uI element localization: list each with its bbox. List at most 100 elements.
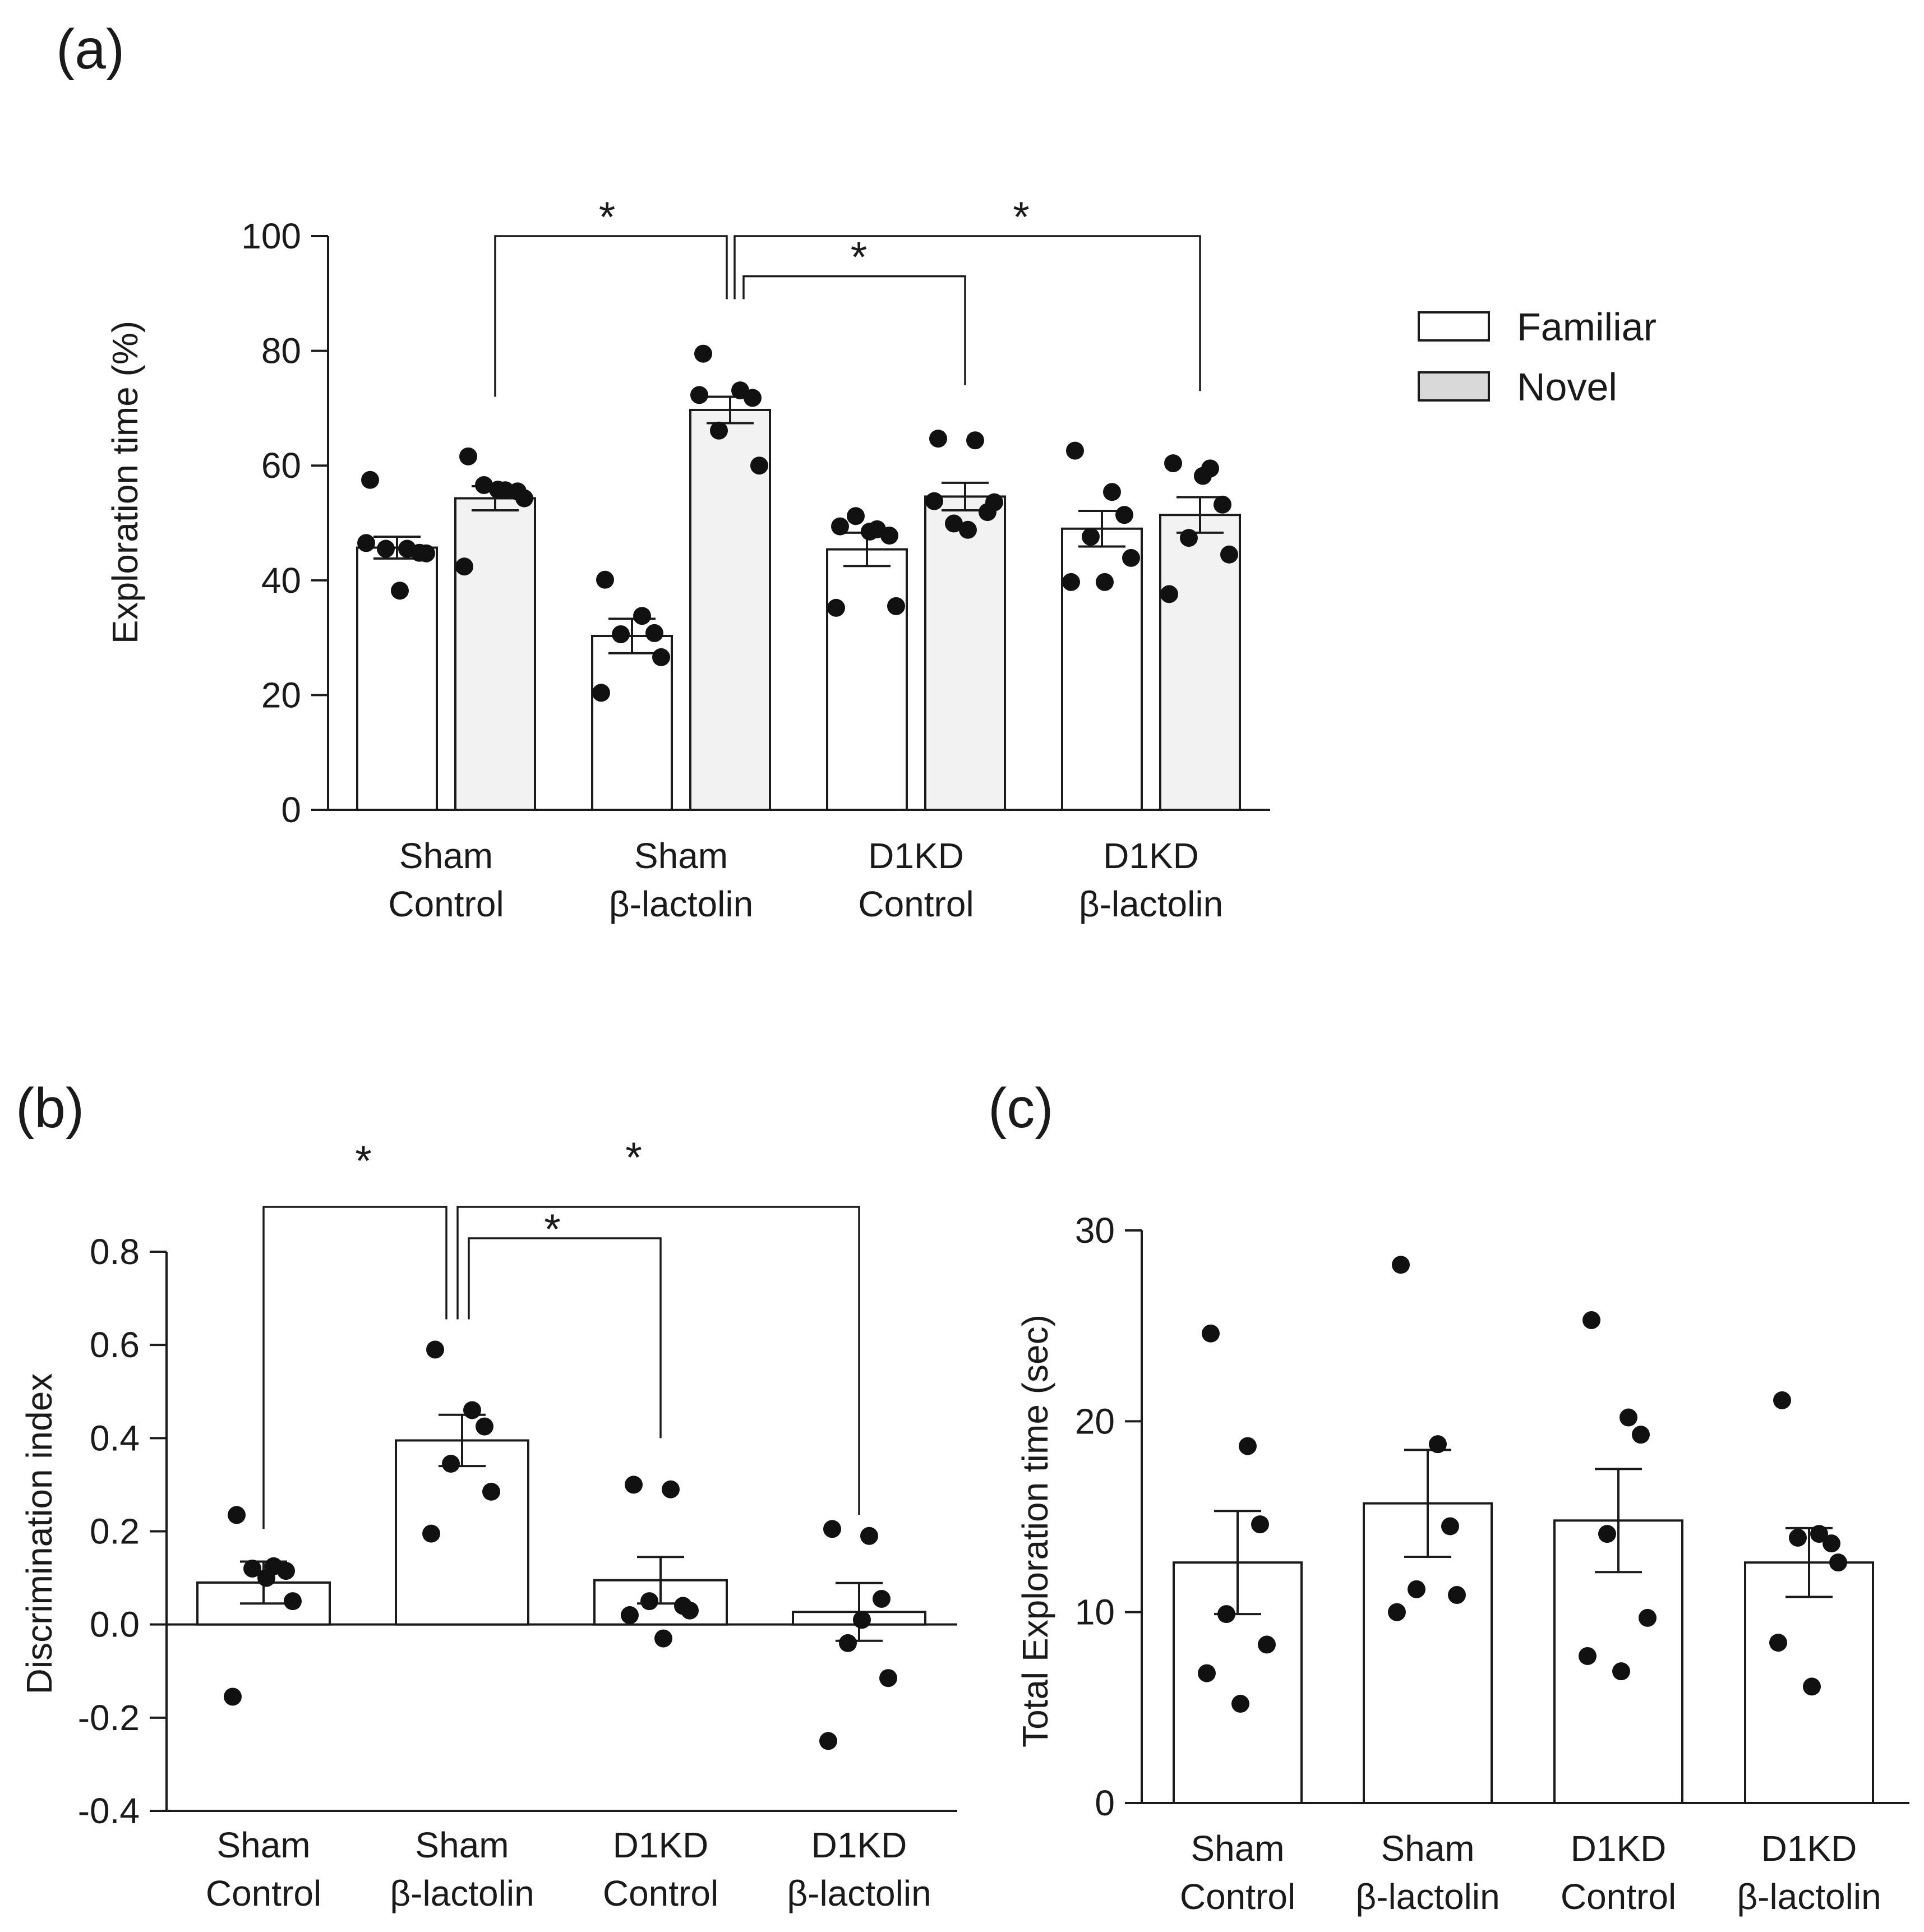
panel-c-data-point [1620, 1408, 1637, 1427]
panel-a-novel-data-point [1194, 467, 1212, 485]
panel-c-label: (c) [988, 1077, 1054, 1140]
panel-c-data-point [1612, 1662, 1630, 1681]
panel-c-category-label-line2: Control [1180, 1876, 1295, 1917]
panel-a-novel-data-point [966, 431, 984, 450]
panel-c-bar [1173, 1561, 1303, 1804]
panel-c-data-point [1823, 1534, 1840, 1553]
panel-b-axes: -0.4 -0.2 0.0 0.2 0.4 0.6 0.8 Sham Control Sham β-… [78, 1232, 957, 1913]
panel-a-novel-data-point [929, 430, 947, 448]
panel-b-data-point [476, 1417, 493, 1436]
panel-c-data-point [1392, 1256, 1410, 1274]
panel-a-novel-data-point [455, 557, 473, 576]
panel-a-familiar-data-point [1096, 573, 1114, 591]
panel-c-data-point [1258, 1635, 1276, 1654]
panel-b-data-point [224, 1687, 242, 1706]
panel-a-novel-data-point [925, 492, 943, 510]
legend-label-novel: Novel [1517, 365, 1617, 409]
panel-a-y-tick-label: 0 [281, 790, 301, 830]
panel-a-novel-bar [924, 495, 1006, 811]
panel-a-category-label-line2: Control [858, 884, 973, 924]
panel-a-familiar-data-point [377, 540, 395, 558]
legend-swatch-novel [1418, 371, 1490, 402]
panel-b-data-point [257, 1569, 275, 1587]
panel-b-data-point [284, 1592, 302, 1611]
panel-b-data-point [243, 1559, 261, 1578]
panel-a-novel-data-point [710, 421, 728, 440]
panel-c-data-point [1231, 1695, 1249, 1713]
legend-swatch-familiar [1418, 311, 1490, 342]
panel-a-familiar-data-point [880, 527, 898, 545]
panel-b-data-point [277, 1562, 295, 1580]
panel-b-data-point [442, 1455, 460, 1473]
panel-a-y-tick-label: 80 [261, 331, 301, 371]
panel-a-y-tick-label: 60 [261, 445, 301, 486]
panel-c-data-point [1632, 1426, 1650, 1444]
panel-a-category-label-line2: Control [388, 884, 504, 924]
panel-c-dots [1198, 1256, 1847, 1713]
panel-a-dots [357, 344, 1238, 702]
panel-b-data-point [819, 1732, 837, 1750]
panel-a-sig-3-star: * [1013, 193, 1030, 241]
panel-a-familiar-bar [1061, 527, 1143, 811]
panel-b-label: (b) [16, 1077, 84, 1140]
panel-c-data-point [1639, 1608, 1657, 1627]
panel-a-novel-data-point [475, 476, 493, 494]
panel-a-novel-data-point [945, 514, 963, 533]
panel-c-category-label-line1: Sham [1191, 1828, 1284, 1869]
panel-a-novel-data-point [985, 493, 1003, 511]
panel-a-familiar-data-point [417, 544, 435, 562]
panel-b-category-label-line2: Control [603, 1873, 718, 1913]
panel-b-data-point [879, 1669, 897, 1687]
panel-b-data-point [640, 1592, 658, 1611]
panel-a-familiar-data-point [831, 517, 849, 536]
panel-b-data-point [621, 1606, 639, 1625]
panel-b-category-label-line1: Sham [415, 1825, 509, 1865]
panel-c-data-point [1789, 1528, 1807, 1547]
panel-c-data-point [1217, 1605, 1235, 1624]
panel-a-category-label-line1: D1KD [868, 836, 964, 876]
panel-a-category-label-line1: D1KD [1103, 836, 1199, 876]
panel-a-novel-data-point [459, 447, 477, 465]
panel-b-category-label-line2: β-lactolin [787, 1873, 931, 1913]
panel-a-familiar-data-point [652, 648, 670, 666]
panel-a-familiar-data-point [1122, 548, 1140, 567]
panel-c-data-point [1388, 1603, 1406, 1621]
panel-c-data-point [1198, 1664, 1216, 1682]
panel-a-familiar-data-point [361, 471, 379, 489]
panel-b-data-point [426, 1340, 444, 1359]
panel-a-y-tick-label: 100 [241, 216, 301, 256]
panel-b-data-point [839, 1634, 857, 1652]
panel-b-y-tick-label: 0.0 [90, 1604, 140, 1645]
panel-b-sig-3-star: * [625, 1134, 642, 1182]
panel-b-data-point [422, 1524, 440, 1543]
panel-c-data-point [1429, 1435, 1447, 1454]
panel-c-y-tick-label: 30 [1075, 1210, 1115, 1251]
panel-b-category-label-line2: Control [206, 1873, 321, 1913]
panel-b-category-label-line1: D1KD [811, 1825, 907, 1865]
panel-a-novel-data-point [959, 520, 977, 539]
panel-b-category-label-line2: β-lactolin [390, 1873, 534, 1913]
panel-c-data-point [1810, 1525, 1828, 1543]
panel-a-novel-bar [454, 497, 536, 811]
legend-label-familiar: Familiar [1517, 305, 1657, 349]
panel-c-y-axis-title: Total Exploration time (sec) [1015, 1315, 1055, 1747]
panel-a-familiar-data-point [847, 507, 865, 525]
panel-c-data-point [1769, 1634, 1787, 1652]
panel-b-data-point [482, 1482, 500, 1501]
panel-c-data-point [1408, 1580, 1425, 1598]
panel-c-data-point [1251, 1515, 1269, 1534]
panel-a-novel-data-point [489, 481, 507, 499]
panel-a-sig-2-star: * [851, 234, 868, 282]
panel-a-axes: 0 20 40 60 80 100 Sham Control Sham β-lactolin D1K… [241, 216, 1270, 924]
panel-c-data-point [1448, 1586, 1466, 1604]
panel-c-y-tick-label: 0 [1095, 1783, 1115, 1823]
panel-b-category-label-line1: Sham [216, 1825, 310, 1865]
panel-a-familiar-data-point [612, 625, 630, 643]
panel-a-novel-bar [1159, 514, 1241, 811]
panel-a-familiar-bar [826, 548, 908, 811]
panel-b-bar [395, 1439, 529, 1626]
panel-a-sig-3-bracket [733, 235, 1201, 391]
panel-b-significance: * * * [262, 1134, 860, 1529]
panel-a-novel-bar [689, 408, 771, 811]
panel-b-y-tick-label: 0.2 [90, 1511, 140, 1552]
